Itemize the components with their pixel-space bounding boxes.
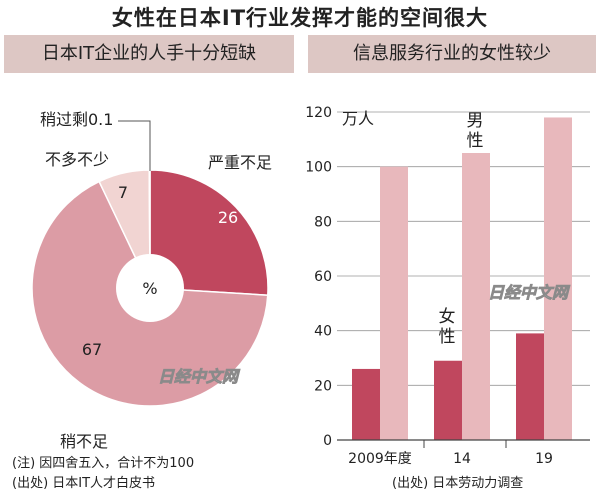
watermark-left: 日经中文网 — [158, 367, 241, 386]
pie-category-label-2: 不多不少 — [45, 150, 109, 169]
pie-value-label-0: 26 — [218, 208, 238, 227]
bar-0-1 — [434, 360, 462, 440]
bar-0-0 — [352, 368, 380, 440]
x-tick-label-0: 2009年度 — [348, 451, 412, 467]
y-axis-label: 万人 — [342, 109, 374, 128]
bar-1-1 — [462, 153, 490, 440]
bar-0-2 — [516, 333, 544, 440]
left-note: (注) 因四舍五入，合计不为100 — [12, 456, 195, 471]
pie-leader-line — [118, 120, 151, 171]
bar-chart: 0 20 40 60 80 100 120 万人 2009年度 14 19 女性 男性 — [305, 105, 590, 467]
y-tick-label: 80 — [314, 214, 332, 230]
pie-center-hole — [116, 254, 184, 322]
pie-category-label-0: 严重不足 — [208, 153, 272, 172]
watermark-right: 日经中文网 — [488, 283, 571, 302]
x-tick-label-1: 14 — [453, 451, 471, 467]
left-source: (出处) 日本IT人才白皮书 — [12, 476, 156, 491]
pie-slice-0 — [149, 169, 269, 297]
series-label-1: 男性 — [467, 111, 484, 151]
right-source: (出处) 日本劳动力调查 — [392, 476, 524, 491]
y-tick-label: 40 — [314, 324, 332, 340]
y-tick-label: 120 — [305, 105, 332, 121]
pie-value-label-2: 7 — [118, 183, 128, 202]
left-panel-header: 日本IT企业的人手十分短缺 — [4, 35, 294, 73]
x-tick-label-2: 19 — [535, 451, 553, 467]
y-tick-label: 20 — [314, 378, 332, 394]
y-tick-label: 60 — [314, 269, 332, 285]
pie-category-label-1: 稍不足 — [60, 432, 108, 451]
page-title: 女性在日本IT行业发挥才能的空间很大 — [111, 6, 489, 30]
bar-1-0 — [380, 166, 408, 440]
series-label-0: 女性 — [439, 307, 456, 347]
right-panel-header: 信息服务行业的女性较少 — [308, 35, 596, 73]
pie-category-label-3: 稍过剩0.1 — [40, 110, 113, 129]
y-tick-label: 0 — [323, 433, 332, 449]
pie-value-label-1: 67 — [82, 340, 102, 359]
bar-1-2 — [544, 117, 572, 440]
y-tick-label: 100 — [305, 160, 332, 176]
pie-center-label: % — [142, 279, 157, 298]
